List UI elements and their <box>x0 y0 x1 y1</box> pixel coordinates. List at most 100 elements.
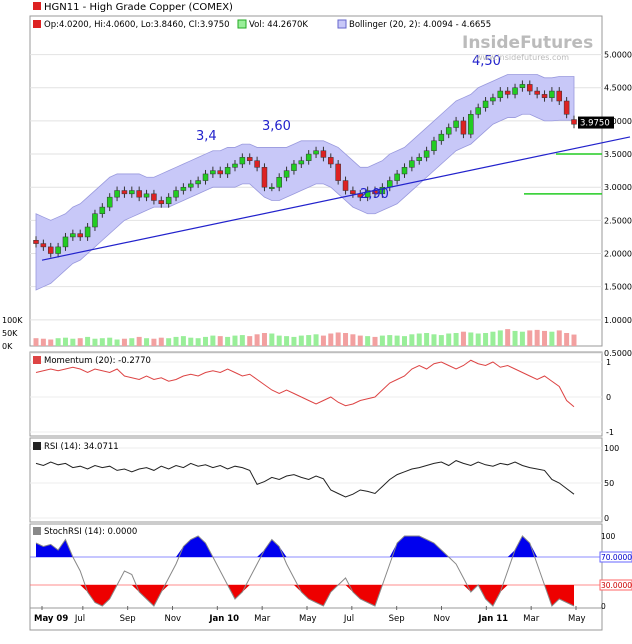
candle-body <box>556 90 563 102</box>
volume-bar <box>424 333 430 346</box>
volume-bar <box>180 336 186 346</box>
x-tick-label: Mar <box>523 614 540 624</box>
volume-bar <box>468 332 474 346</box>
candle-body <box>84 226 91 238</box>
x-tick-label: Sep <box>389 614 405 624</box>
volume-bar <box>40 338 46 346</box>
rsi-line <box>35 460 575 498</box>
volume-bar <box>144 338 150 346</box>
volume-tick-label: 0K <box>2 342 13 351</box>
volume-bar <box>136 336 142 346</box>
candle-body <box>232 163 238 168</box>
volume-bar <box>431 334 437 346</box>
stochrsi-tick-label: 30.0000 <box>601 581 632 590</box>
volume-bar <box>335 332 341 346</box>
volume-bar <box>490 331 496 346</box>
candle-body <box>77 233 83 238</box>
volume-bar <box>475 333 481 346</box>
candle-body <box>99 206 106 214</box>
candle-body <box>401 167 408 175</box>
volume-bar <box>173 336 179 346</box>
candle-body <box>305 153 312 161</box>
candle-body <box>313 150 319 155</box>
ohlc-swatch <box>33 20 41 28</box>
x-tick-label: May <box>299 614 317 624</box>
candle-body <box>460 120 467 135</box>
candle-body <box>364 190 371 198</box>
volume-bar <box>48 339 54 346</box>
candle-body <box>475 107 481 115</box>
candle-body <box>438 133 445 142</box>
volume-tick-label: 50K <box>2 329 18 338</box>
volume-bar <box>284 336 290 346</box>
volume-bar <box>129 338 135 346</box>
price-annotation: 4,50 <box>472 54 501 69</box>
volume-bar <box>261 333 267 346</box>
x-tick-label: Jan 10 <box>208 614 239 624</box>
volume-bar <box>401 336 407 346</box>
volume-bar <box>571 334 577 346</box>
volume-swatch <box>237 19 247 29</box>
candle-body <box>350 190 356 195</box>
watermark-url: www.insidefutures.com <box>476 53 569 62</box>
stochrsi-overbought-fill <box>36 536 574 557</box>
volume-bar <box>564 333 570 346</box>
volume-bar <box>527 330 533 346</box>
candle-body <box>121 190 128 195</box>
rsi-swatch <box>33 442 41 450</box>
volume-bar <box>225 336 231 346</box>
candle-body <box>143 193 150 198</box>
volume-bar <box>512 330 518 346</box>
momentum-label: Momentum (20): -0.2770 <box>44 356 151 366</box>
volume-bar <box>306 335 312 346</box>
candle-body <box>291 163 297 171</box>
candle-body <box>151 193 157 201</box>
candle-body <box>328 157 334 165</box>
volume-bar <box>85 336 91 346</box>
momentum-swatch <box>33 356 41 364</box>
volume-bar <box>416 333 422 346</box>
price-tick-label: 5.0000 <box>604 51 632 60</box>
momentum-tick-label: 0 <box>606 393 611 402</box>
rsi-tick-label: 0 <box>604 514 609 523</box>
volume-bar <box>121 338 127 346</box>
support-trendline <box>41 136 631 261</box>
candle-body <box>55 246 61 254</box>
volume-bar <box>350 334 356 346</box>
price-tick-label: 2.0000 <box>604 250 632 259</box>
candle-body <box>47 246 54 254</box>
title-swatch <box>33 2 41 10</box>
candle-body <box>269 186 275 189</box>
candle-body <box>210 170 216 175</box>
bollinger-swatch <box>337 19 347 29</box>
candle-body <box>136 190 142 198</box>
volume-bar <box>328 333 334 346</box>
x-tick-label: May 09 <box>34 614 68 624</box>
candle-body <box>202 173 209 181</box>
volume-bar <box>372 336 378 346</box>
price-tick-label: 3.0000 <box>604 183 632 192</box>
volume-bar <box>203 336 209 346</box>
price-annotation: 3,4 <box>196 129 217 144</box>
candle-body <box>504 90 511 95</box>
volume-bar <box>453 333 459 346</box>
candle-body <box>482 100 489 108</box>
volume-bar <box>210 335 216 346</box>
candle-body <box>129 190 135 195</box>
volume-bar <box>195 338 201 346</box>
volume-bar <box>365 336 371 346</box>
volume-bar <box>320 335 326 346</box>
candle-body <box>283 170 290 178</box>
volume-bar <box>247 336 253 346</box>
volume-tick-label: 100K <box>2 316 23 325</box>
candle-body <box>239 157 246 165</box>
candle-body <box>394 173 400 181</box>
last-price-box <box>578 116 614 129</box>
candle-body <box>70 233 76 238</box>
price-annotation: 3,60 <box>262 119 291 134</box>
stochrsi-threshold-box <box>599 579 632 591</box>
candle-body <box>534 90 540 95</box>
volume-bar <box>505 329 511 346</box>
volume-bar <box>188 337 194 346</box>
